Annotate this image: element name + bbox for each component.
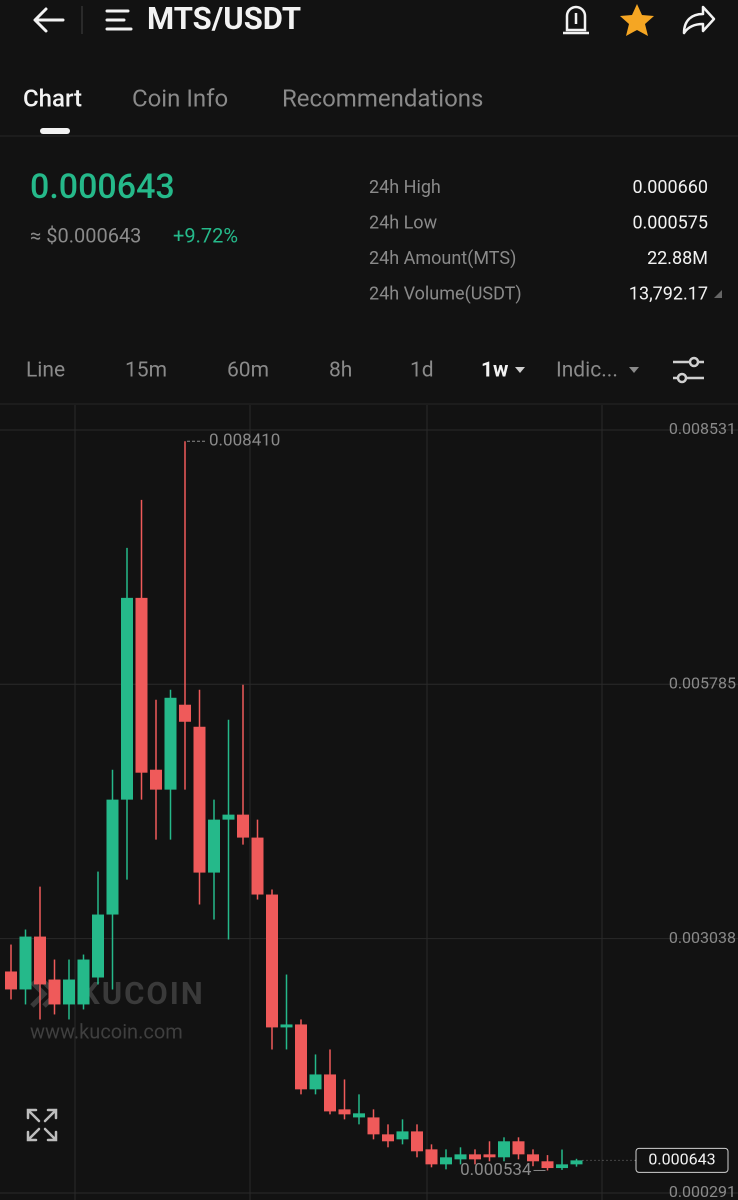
candle-body <box>135 597 148 773</box>
candle-body <box>454 1154 467 1160</box>
candle-body <box>498 1141 510 1158</box>
max-marker-label: 0.008410 <box>209 431 280 451</box>
candle-body <box>527 1154 539 1162</box>
interval-option[interactable]: 15m <box>125 359 167 383</box>
candle-body <box>338 1109 351 1115</box>
interval-option[interactable]: Line <box>26 359 65 383</box>
last-price: 0.000643 <box>30 167 175 207</box>
stat-label: 24h Low <box>369 212 438 233</box>
candle-body <box>396 1131 409 1140</box>
last-price-label: 0.000643 <box>648 1150 715 1169</box>
pair-title: MTS/USDT <box>147 0 301 37</box>
candle-body <box>19 936 32 990</box>
dropdown-caret <box>515 367 525 373</box>
candle-body <box>512 1141 525 1155</box>
stat-label: 24h Amount(MTS) <box>369 248 516 269</box>
candlestick-chart: 0.008531 0.005785 0.003038 0.000291 0.008410… <box>0 405 738 1200</box>
usd-price: ≈ $0.000643 <box>30 223 141 247</box>
interval-bar: Line 15m 60m 8h 1d 1w Indic... <box>26 359 639 383</box>
price-change: +9.72% <box>173 223 238 247</box>
interval-option[interactable]: 1d <box>410 359 434 383</box>
y-tick-label: 0.000291 <box>669 1182 736 1200</box>
tab-recommendations[interactable]: Recommendations <box>282 84 483 112</box>
stat-label: 24h High <box>369 177 441 198</box>
candle-body <box>179 704 191 722</box>
watermark-brand: KUCOIN <box>80 975 205 1012</box>
share-icon[interactable] <box>682 5 716 35</box>
y-tick-label: 0.003038 <box>669 928 736 947</box>
tab-indicator <box>40 128 70 134</box>
dropdown-caret <box>629 367 639 373</box>
stats: 24h High 0.000660 24h Low 0.000575 24h Amoun… <box>369 177 708 305</box>
menu-icon[interactable] <box>105 9 133 31</box>
candle-body <box>541 1161 554 1169</box>
candle-body <box>34 936 46 985</box>
candle-body <box>483 1154 496 1158</box>
back-button[interactable] <box>33 7 65 33</box>
last-price-box <box>635 1147 729 1173</box>
candle-body <box>440 1157 452 1165</box>
candle-body <box>324 1074 336 1112</box>
interval-option[interactable]: Indic... <box>556 359 618 383</box>
candle-body <box>106 799 119 915</box>
candle-body <box>5 971 17 990</box>
candle-body <box>295 1024 307 1090</box>
fullscreen-button[interactable] <box>26 1108 58 1142</box>
stat-value: 13,792.17 <box>629 283 708 304</box>
interval-option[interactable]: 60m <box>227 359 269 383</box>
candle-body <box>121 597 133 800</box>
stat-value: 0.000660 <box>632 177 708 198</box>
interval-option[interactable]: 1w <box>481 359 509 383</box>
candle-body <box>411 1131 423 1152</box>
favorite-star[interactable] <box>620 4 654 36</box>
volume-caret <box>714 290 722 298</box>
candle-body <box>556 1164 568 1169</box>
min-marker-label: 0.000534 <box>460 1160 532 1180</box>
stat-value: 0.000575 <box>632 212 708 233</box>
candle-body <box>367 1117 380 1135</box>
candle-body <box>237 814 249 838</box>
y-tick-label: 0.008531 <box>669 419 736 438</box>
candle-body <box>92 914 104 978</box>
tab-chart[interactable]: Chart <box>23 84 82 112</box>
candle-body <box>280 1024 293 1028</box>
candle-body <box>48 979 61 1005</box>
interval-option[interactable]: 8h <box>329 359 352 383</box>
y-tick-label: 0.005785 <box>669 673 736 692</box>
candle-body <box>425 1149 438 1165</box>
candle-body <box>382 1134 394 1142</box>
candle-body <box>208 819 220 873</box>
candle-body <box>353 1113 365 1118</box>
candle-body <box>266 894 278 1028</box>
candle-body <box>63 979 75 1005</box>
candle-body <box>570 1160 583 1165</box>
candle-body <box>222 814 235 820</box>
candle-body <box>251 837 264 895</box>
stat-value: 22.88M <box>647 248 708 269</box>
watermark-url: www.kucoin.com <box>30 1019 183 1043</box>
candle-body <box>469 1154 481 1160</box>
candle-body <box>309 1074 322 1090</box>
tab-coin-info[interactable]: Coin Info <box>132 84 228 112</box>
alert-icon[interactable] <box>563 5 589 35</box>
candle-body <box>193 726 206 873</box>
candle-body <box>150 769 162 790</box>
chart-settings-icon[interactable] <box>673 356 704 384</box>
candle-body <box>77 959 90 1005</box>
stat-label: 24h Volume(USDT) <box>369 283 522 304</box>
candle-body <box>164 697 177 790</box>
